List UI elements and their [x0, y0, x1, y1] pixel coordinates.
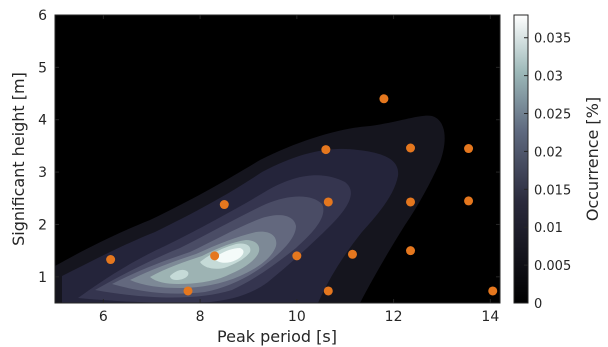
scatter-point	[323, 197, 333, 207]
scatter-point	[323, 286, 333, 296]
scatter-point	[406, 197, 416, 207]
colorbar-tick-label: 0	[534, 297, 542, 312]
x-axis-ticks: 6 8 10 12 14	[99, 15, 499, 325]
scatter-point	[210, 251, 220, 261]
scatter-point	[488, 286, 498, 296]
axes-frame	[54, 14, 501, 304]
y-tick-label: 4	[38, 113, 47, 129]
y-axis-ticks: 1 2 3 4 5 6	[38, 8, 500, 286]
x-axis-label: Peak period [s]	[217, 327, 337, 346]
y-tick-label: 3	[38, 165, 47, 181]
scatter-point	[406, 246, 416, 256]
x-tick-label: 10	[288, 309, 306, 325]
scatter-point	[464, 196, 474, 206]
colorbar-tick-label: 0.01	[534, 221, 563, 236]
y-axis-label: Significant height [m]	[9, 72, 28, 246]
colorbar-tick-label: 0.025	[534, 108, 571, 123]
contour-level-9	[214, 248, 244, 263]
colorbar-tick-label: 0.035	[534, 32, 571, 47]
colorbar	[513, 14, 529, 304]
contour-level-secondary	[170, 269, 189, 280]
colorbar-label: Occurrence [%]	[583, 97, 602, 221]
scatter-layer	[106, 94, 498, 296]
colorbar-tick-label: 0.015	[534, 183, 571, 198]
y-tick-label: 1	[38, 270, 47, 286]
scatter-point	[464, 144, 474, 154]
x-tick-label: 8	[196, 309, 205, 325]
scatter-point	[183, 286, 193, 296]
x-tick-label: 14	[481, 309, 499, 325]
colorbar-ticks: 0 0.005 0.01 0.015 0.02 0.025 0.03 0.035	[524, 32, 571, 312]
scatter-point	[321, 145, 331, 155]
scatter-point	[219, 200, 229, 210]
y-tick-label: 2	[38, 217, 47, 233]
colorbar-tick-label: 0.005	[534, 259, 571, 274]
y-tick-label: 6	[38, 8, 47, 24]
scatter-point	[292, 251, 302, 261]
scatter-point	[106, 255, 116, 265]
x-tick-label: 6	[99, 309, 108, 325]
scatter-point	[347, 249, 357, 259]
x-tick-label: 12	[385, 309, 403, 325]
y-tick-label: 5	[38, 60, 47, 76]
scatter-point	[406, 143, 416, 153]
scatter-point	[379, 94, 389, 104]
colorbar-tick-label: 0.03	[534, 70, 563, 85]
colorbar-tick-label: 0.02	[534, 145, 563, 160]
contour-field	[55, 115, 445, 303]
